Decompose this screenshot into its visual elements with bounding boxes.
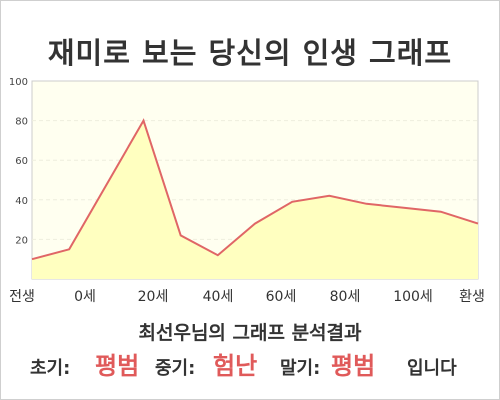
analysis-summary: 최선우님의 그래프 분석결과: [138, 322, 362, 344]
early-phase-label: 초기:: [30, 358, 71, 379]
x-tick-label: 환생: [459, 289, 485, 305]
area-fill: [32, 120, 478, 279]
x-tick-label: 0세: [74, 289, 96, 305]
mid-phase-label: 중기:: [155, 358, 196, 379]
y-tick-label: 20: [15, 235, 28, 246]
x-axis-ticks: 전생 0세 20세 40세 60세 80세 100세 환생: [9, 289, 485, 305]
phase-ending-text: 입니다: [407, 358, 457, 379]
y-tick-label: 80: [15, 117, 28, 128]
x-tick-label: 80세: [330, 289, 361, 305]
x-tick-label: 100세: [393, 289, 433, 305]
x-tick-label: 60세: [266, 289, 297, 305]
mid-phase-value: 험난: [213, 352, 258, 380]
late-phase-label: 말기:: [280, 358, 321, 379]
series-line: [31, 118, 479, 261]
y-axis-ticks: 20 40 60 80 100: [9, 77, 28, 246]
late-phase-value: 평범: [331, 352, 376, 380]
y-tick-label: 100: [9, 77, 28, 88]
y-tick-label: 40: [15, 196, 28, 207]
page-title: 재미로 보는 당신의 인생 그래프: [47, 36, 453, 70]
y-tick-label: 60: [15, 156, 28, 167]
x-tick-label: 40세: [203, 289, 234, 305]
x-tick-label: 20세: [138, 289, 169, 305]
x-tick-label: 전생: [9, 289, 35, 305]
early-phase-value: 평범: [95, 352, 140, 380]
